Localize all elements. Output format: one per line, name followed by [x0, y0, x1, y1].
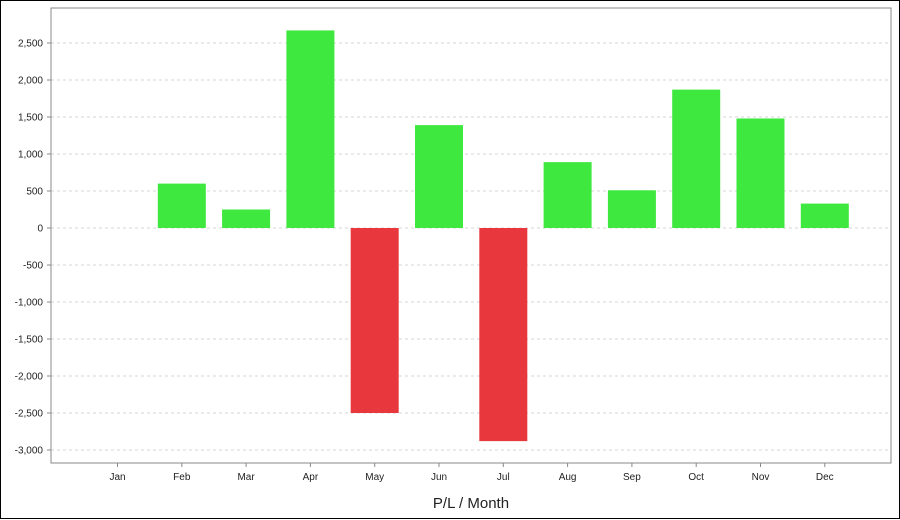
y-tick-label: 2,000	[18, 76, 43, 87]
x-tick-label: Jun	[431, 472, 447, 483]
y-tick-label: -500	[23, 261, 43, 272]
y-axis-ticks: 2,500 2,000 1,500 1,000 500 0 -500 -1,000 -1,500…	[15, 39, 51, 457]
bar-jul	[479, 228, 528, 442]
x-tick-label: Mar	[237, 472, 255, 483]
y-tick-label: 1,500	[18, 113, 43, 124]
bars	[157, 30, 849, 442]
bar-nov	[736, 118, 785, 228]
y-tick-label: -2,000	[15, 372, 44, 383]
x-tick-label: Oct	[688, 472, 704, 483]
y-tick-label: 500	[26, 187, 43, 198]
grid-lines	[51, 42, 891, 451]
y-tick-label: -1,000	[15, 298, 44, 309]
bar-dec	[800, 203, 849, 228]
x-axis-title: P/L / Month	[433, 495, 509, 512]
x-axis-ticks: Jan Feb Mar Apr May Jun Jul Aug Sep Oct Nov Dec	[109, 463, 834, 483]
x-tick-label: Jan	[109, 472, 125, 483]
plot-area-border	[50, 7, 892, 464]
x-tick-label: Jul	[497, 472, 510, 483]
bar-feb	[157, 183, 206, 228]
bar-jun	[415, 125, 463, 228]
bar-may	[350, 228, 399, 413]
bar-sep	[607, 190, 656, 228]
x-tick-label: Aug	[559, 472, 577, 483]
x-tick-label: Feb	[173, 472, 191, 483]
y-tick-label: 1,000	[18, 150, 43, 161]
y-tick-label: 0	[37, 224, 43, 235]
x-tick-label: Sep	[623, 472, 641, 483]
y-tick-label: -1,500	[15, 335, 44, 346]
y-tick-label: -2,500	[15, 409, 44, 420]
x-tick-label: Apr	[303, 472, 319, 483]
x-tick-label: May	[365, 472, 384, 483]
bar-aug	[543, 162, 592, 228]
bar-oct	[672, 89, 721, 229]
x-tick-label: Dec	[816, 472, 834, 483]
x-tick-label: Nov	[752, 472, 770, 483]
bar-apr	[286, 30, 335, 229]
y-tick-label: -3,000	[15, 446, 44, 457]
bar-mar	[222, 209, 271, 228]
y-tick-label: 2,500	[18, 39, 43, 50]
